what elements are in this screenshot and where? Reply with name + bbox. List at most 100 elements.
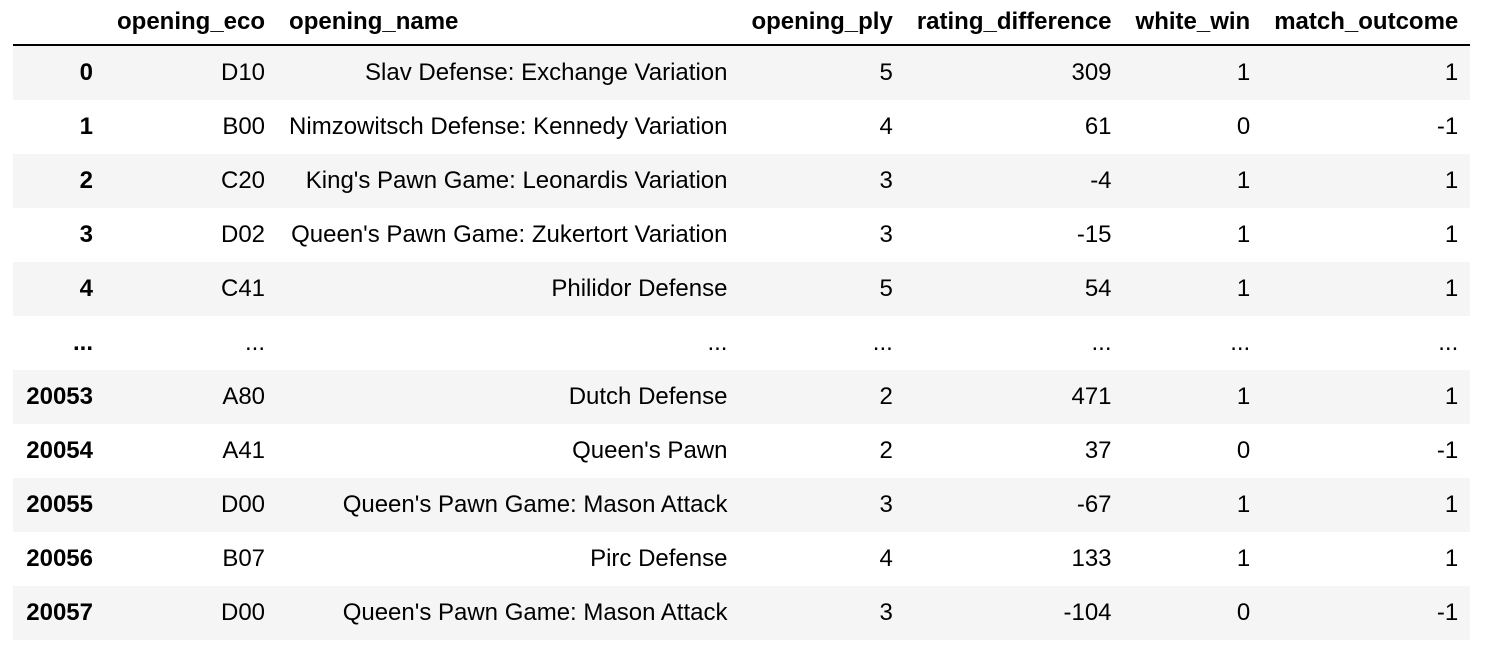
cell-match_outcome: 1 <box>1444 383 1459 410</box>
cell-white_win: 1 <box>1236 167 1251 194</box>
cell-opening_ply: ... <box>872 329 893 356</box>
cell-opening_eco: B07 <box>222 545 266 572</box>
column-header-opening_eco: opening_eco <box>105 0 278 46</box>
cell-opening_ply: 4 <box>879 545 893 572</box>
row-index: 20054 <box>26 437 93 464</box>
table-row: 20054 A41 Queen's Pawn 2 37 0 -1 <box>13 424 1470 478</box>
cell-opening_ply: 3 <box>879 599 893 626</box>
cell-opening_ply: 2 <box>879 383 893 410</box>
table-row: 2 C20 King's Pawn Game: Leonardis Variatio… <box>13 154 1471 208</box>
cell-rating_difference: 37 <box>1084 437 1112 464</box>
cell-opening_name: Queen's Pawn Game: Mason Attack <box>342 599 728 626</box>
dataframe-table: opening_eco opening_name opening_ply rating… <box>13 0 1471 640</box>
cell-rating_difference: 61 <box>1084 113 1112 140</box>
cell-rating_difference: -4 <box>1090 167 1112 194</box>
cell-opening_ply: 3 <box>879 221 893 248</box>
cell-rating_difference: ... <box>1091 329 1112 356</box>
row-index: 2 <box>79 167 93 194</box>
cell-opening_eco: C20 <box>221 167 266 194</box>
dataframe-header: opening_eco opening_name opening_ply rating… <box>13 0 1471 46</box>
row-index: 20057 <box>26 599 93 626</box>
cell-opening_ply: 2 <box>879 437 893 464</box>
column-header-white_win: white_win <box>1123 0 1263 46</box>
cell-opening_eco: D10 <box>221 59 266 86</box>
row-index: 1 <box>79 113 93 140</box>
cell-rating_difference: 309 <box>1071 59 1112 86</box>
cell-rating_difference: -15 <box>1076 221 1112 248</box>
row-index: ... <box>72 329 93 356</box>
cell-opening_eco: A80 <box>222 383 266 410</box>
cell-opening_name: Queen's Pawn <box>572 437 728 464</box>
cell-match_outcome: -1 <box>1436 599 1459 626</box>
cell-white_win: ... <box>1230 329 1251 356</box>
cell-match_outcome: -1 <box>1436 113 1459 140</box>
cell-rating_difference: 133 <box>1071 545 1112 572</box>
cell-opening_name: Queen's Pawn Game: Zukertort Variation <box>291 221 728 248</box>
cell-opening_ply: 4 <box>879 113 893 140</box>
cell-match_outcome: 1 <box>1444 275 1459 302</box>
row-index: 20055 <box>26 491 93 518</box>
cell-match_outcome: 1 <box>1444 491 1459 518</box>
cell-match_outcome: ... <box>1438 329 1459 356</box>
cell-rating_difference: -67 <box>1076 491 1112 518</box>
column-header-opening_ply: opening_ply <box>739 0 905 46</box>
column-header-rating_difference: rating_difference <box>904 0 1124 46</box>
cell-opening_eco: D02 <box>221 221 266 248</box>
cell-white_win: 1 <box>1236 545 1251 572</box>
cell-rating_difference: 471 <box>1071 383 1112 410</box>
table-row: 3 D02 Queen's Pawn Game: Zukertort Variati… <box>13 208 1470 262</box>
table-row: ..................... <box>13 316 1470 370</box>
cell-opening_ply: 5 <box>879 275 893 302</box>
cell-opening_name: Nimzowitsch Defense: Kennedy Variation <box>289 113 728 140</box>
cell-opening_name: Dutch Defense <box>568 383 728 410</box>
cell-opening_eco: B00 <box>222 113 266 140</box>
cell-white_win: 0 <box>1236 599 1251 626</box>
cell-white_win: 0 <box>1236 437 1251 464</box>
cell-rating_difference: -104 <box>1063 599 1112 626</box>
table-row: 20056 B07 Pirc Defense 4 133 1 1 <box>13 532 1470 586</box>
cell-rating_difference: 54 <box>1084 275 1112 302</box>
cell-opening_name: Queen's Pawn Game: Mason Attack <box>342 491 728 518</box>
cell-opening_name: Pirc Defense <box>590 545 728 572</box>
cell-white_win: 1 <box>1236 383 1251 410</box>
column-header-index <box>13 0 105 46</box>
table-row: 20057 D00 Queen's Pawn Game: Mason Attack 3… <box>13 586 1471 640</box>
row-index: 20056 <box>26 545 93 572</box>
table-row: 20055 D00 Queen's Pawn Game: Mason Attack 3… <box>13 478 1471 532</box>
cell-match_outcome: 1 <box>1444 59 1459 86</box>
row-index: 20053 <box>26 383 93 410</box>
dataframe-body: 0 D10 Slav Defense: Exchange Variation 5 309… <box>13 45 1471 640</box>
cell-opening_name: Slav Defense: Exchange Variation <box>365 59 728 86</box>
table-row: 1 B00 Nimzowitsch Defense: Kennedy Variati… <box>13 100 1470 154</box>
column-header-opening_name: opening_name <box>277 0 740 46</box>
cell-match_outcome: 1 <box>1444 167 1459 194</box>
cell-white_win: 0 <box>1236 113 1251 140</box>
cell-match_outcome: -1 <box>1436 437 1459 464</box>
row-index: 0 <box>79 59 93 86</box>
cell-opening_eco: C41 <box>221 275 266 302</box>
cell-opening_eco: ... <box>245 329 266 356</box>
cell-opening_ply: 3 <box>879 491 893 518</box>
header-row: opening_eco opening_name opening_ply rating… <box>13 0 1471 46</box>
cell-match_outcome: 1 <box>1444 221 1459 248</box>
cell-opening_eco: D00 <box>221 491 266 518</box>
cell-opening_ply: 5 <box>879 59 893 86</box>
cell-white_win: 1 <box>1236 491 1251 518</box>
table-row: 4 C41 Philidor Defense 5 54 1 1 <box>13 262 1471 316</box>
cell-opening_name: ... <box>707 329 728 356</box>
table-row: 20053 A80 Dutch Defense 2 471 1 1 <box>13 370 1471 424</box>
cell-opening_eco: A41 <box>222 437 266 464</box>
cell-match_outcome: 1 <box>1444 545 1459 572</box>
cell-opening_name: King's Pawn Game: Leonardis Variation <box>305 167 728 194</box>
table-row: 0 D10 Slav Defense: Exchange Variation 5 309… <box>13 45 1471 100</box>
column-header-match_outcome: match_outcome <box>1262 0 1471 46</box>
row-index: 4 <box>79 275 93 302</box>
row-index: 3 <box>79 221 93 248</box>
cell-white_win: 1 <box>1236 59 1251 86</box>
cell-opening_ply: 3 <box>879 167 893 194</box>
cell-opening_eco: D00 <box>221 599 266 626</box>
cell-opening_name: Philidor Defense <box>551 275 728 302</box>
cell-white_win: 1 <box>1236 275 1251 302</box>
cell-white_win: 1 <box>1236 221 1251 248</box>
